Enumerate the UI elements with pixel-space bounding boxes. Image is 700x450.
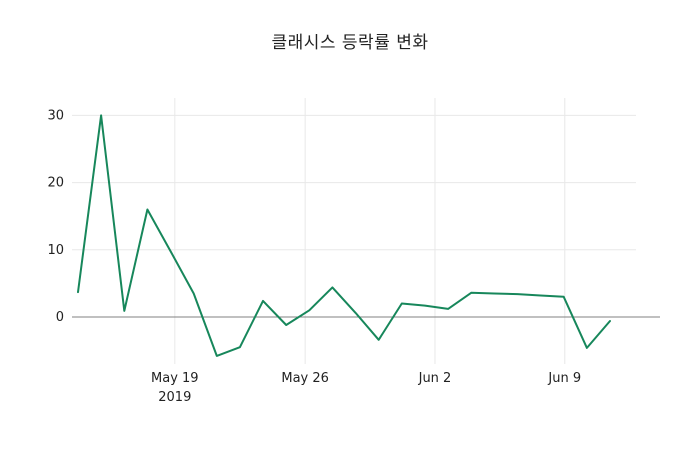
x-tick-sublabel: 2019 xyxy=(158,390,191,405)
chart-title: 클래시스 등락률 변화 xyxy=(271,33,429,53)
series-line xyxy=(77,114,611,357)
y-tick-label: 30 xyxy=(47,108,64,123)
y-tick-label: 0 xyxy=(56,310,64,325)
x-tick-label: Jun 9 xyxy=(547,371,581,386)
x-tick-label: Jun 2 xyxy=(418,371,452,386)
y-tick-label: 20 xyxy=(47,176,64,191)
x-tick-label: May 19 xyxy=(151,371,199,386)
x-tick-label: May 26 xyxy=(281,371,329,386)
y-tick-label: 10 xyxy=(47,243,64,258)
